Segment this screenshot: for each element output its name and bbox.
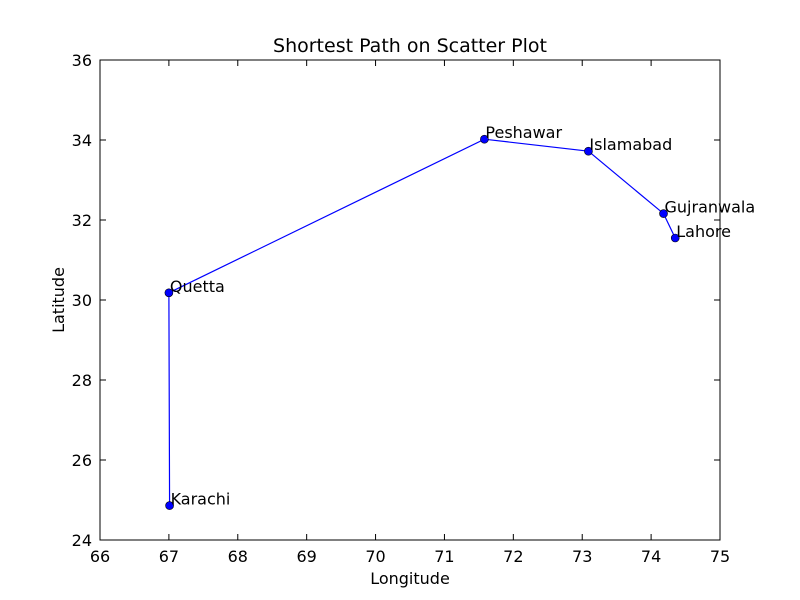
chart-title: Shortest Path on Scatter Plot: [273, 35, 547, 57]
point-label-lahore: Lahore: [676, 222, 731, 241]
point-marker-lahore: [670, 233, 680, 243]
x-tick-label: 71: [434, 547, 454, 566]
y-tick-label: 26: [72, 451, 92, 470]
point-label-peshawar: Peshawar: [485, 123, 562, 142]
x-tick-label: 66: [90, 547, 110, 566]
point-label-quetta: Quetta: [170, 277, 225, 296]
point-marker-gujranwala: [659, 209, 668, 218]
point-label-gujranwala: Gujranwala: [665, 198, 756, 217]
x-tick-label: 67: [159, 547, 179, 566]
y-tick-label: 28: [72, 371, 92, 390]
x-tick-label: 74: [641, 547, 661, 566]
y-tick-label: 30: [72, 291, 92, 310]
x-tick-label: 73: [572, 547, 592, 566]
x-tick-label: 69: [296, 547, 316, 566]
point-marker-quetta: [164, 288, 174, 298]
x-tick-label: 72: [503, 547, 523, 566]
y-tick-label: 36: [72, 51, 92, 70]
y-tick-label: 34: [72, 131, 92, 150]
x-tick-label: 70: [365, 547, 385, 566]
plot-area: 66 67 68 69 70 71 72 73 74 75 24 26 28 30 32 34 36 Karach…: [72, 51, 756, 566]
path-line: [168, 138, 676, 506]
y-tick-label: 24: [72, 531, 92, 550]
y-tick-label: 32: [72, 211, 92, 230]
point-marker-peshawar: [480, 134, 489, 144]
x-axis-title: Longitude: [370, 569, 450, 588]
point-label-islamabad: Islamabad: [589, 135, 672, 154]
point-marker-islamabad: [584, 146, 593, 156]
point-label-karachi: Karachi: [171, 490, 231, 509]
x-tick-label: 68: [228, 547, 248, 566]
x-tick-label: 75: [710, 547, 730, 566]
point-marker-karachi: [165, 501, 174, 510]
y-axis-title: Latitude: [49, 267, 68, 333]
